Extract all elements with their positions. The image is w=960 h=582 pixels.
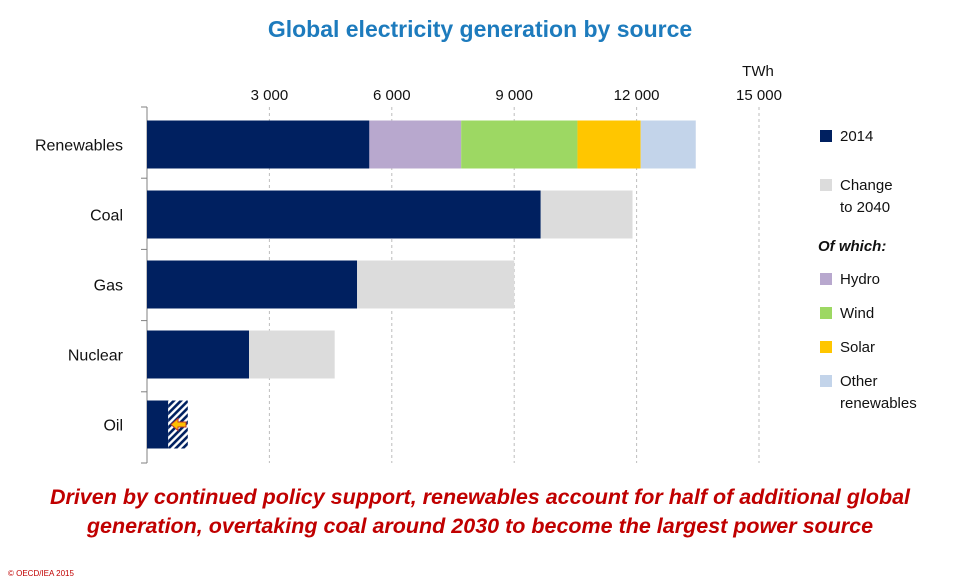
- legend-label: Solar: [840, 339, 875, 356]
- bar-coal-2014: [147, 190, 541, 239]
- bar-nuclear-change-to-2040: [249, 330, 335, 379]
- bar-renewables-2014: [147, 120, 370, 169]
- x-tick-label: 3 000: [251, 87, 289, 104]
- bar-oil-2014: [147, 400, 169, 449]
- bar-gas-2014: [147, 260, 358, 309]
- legend-swatch: [820, 341, 832, 353]
- legend-label: renewables: [840, 395, 917, 412]
- caption-line-2: generation, overtaking coal around 2030 …: [86, 514, 874, 538]
- category-label-gas: Gas: [94, 278, 123, 295]
- decline-arrow-icon: [170, 417, 187, 432]
- x-axis-unit: TWh: [742, 63, 774, 80]
- bar-gas-change-to-2040: [357, 260, 515, 309]
- bar-renewables-solar: [577, 120, 641, 169]
- x-tick-label: 12 000: [614, 87, 660, 104]
- caption: Driven by continued policy support, rene…: [0, 483, 960, 541]
- legend-swatch: [820, 375, 832, 387]
- legend-label: Other: [840, 373, 878, 390]
- category-label-oil: Oil: [103, 418, 123, 435]
- x-tick-label: 6 000: [373, 87, 411, 104]
- legend-swatch: [820, 179, 832, 191]
- bar-renewables-other-renewables: [640, 120, 696, 169]
- legend-label: to 2040: [840, 199, 890, 216]
- legend-label: Hydro: [840, 271, 880, 288]
- legend-swatch: [820, 307, 832, 319]
- copyright-notice: © OECD/IEA 2015: [8, 569, 74, 578]
- caption-line-1: Driven by continued policy support, rene…: [49, 485, 911, 509]
- legend-swatch: [820, 273, 832, 285]
- chart-plot: 3 000 6 000 9 000 12 000 15 000 TWh Renewable…: [35, 63, 917, 464]
- category-label-renewables: Renewables: [35, 138, 123, 155]
- bar-renewables-hydro: [369, 120, 462, 169]
- x-tick-label: 15 000: [736, 87, 782, 104]
- category-label-nuclear: Nuclear: [68, 348, 124, 365]
- bar-nuclear-2014: [147, 330, 249, 379]
- legend-label: Wind: [840, 305, 874, 322]
- legend-swatch: [820, 130, 832, 142]
- legend-label: Change: [840, 177, 893, 194]
- legend-label: 2014: [840, 128, 873, 145]
- x-tick-label: 9 000: [495, 87, 533, 104]
- category-label-coal: Coal: [90, 208, 123, 225]
- bar-renewables-wind: [461, 120, 578, 169]
- bar-coal-change-to-2040: [540, 190, 633, 239]
- chart-title: Global electricity generation by source: [267, 16, 693, 42]
- legend-subheading: Of which:: [818, 238, 886, 255]
